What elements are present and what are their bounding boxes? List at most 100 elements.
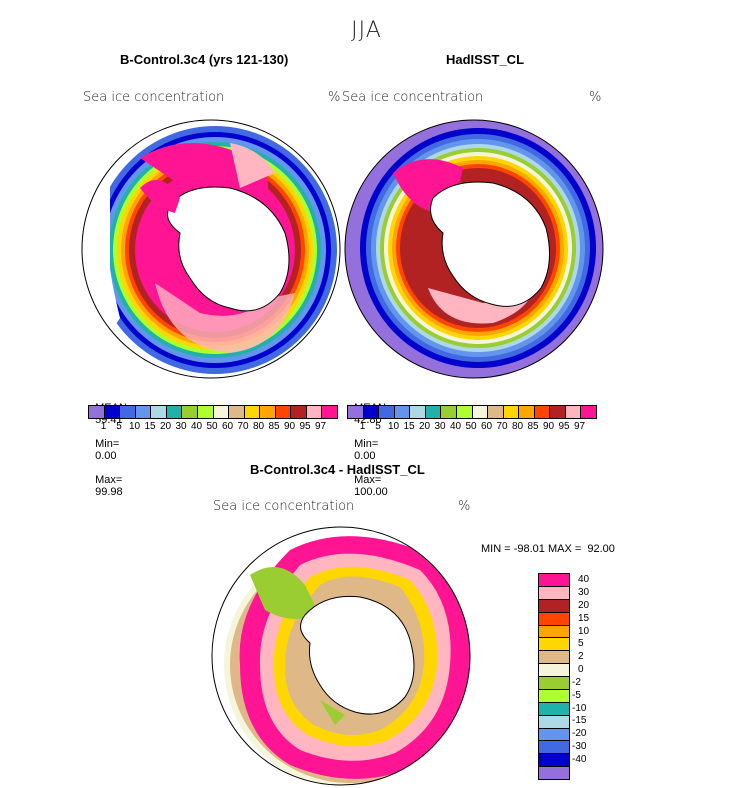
- panel-1-variable: Sea ice concentration: [83, 90, 225, 105]
- colorbar-swatch: [472, 406, 489, 418]
- colorbar-swatch: [229, 406, 245, 418]
- colorbar-tick-label: 5: [578, 638, 584, 650]
- panel-2-max-label: Max=: [354, 474, 382, 486]
- colorbar-tick-label: 95: [299, 421, 311, 432]
- colorbar-tick-label: 1: [359, 421, 366, 432]
- colorbar-tick-label: -40: [572, 753, 587, 765]
- colorbar-tick-label: 60: [480, 421, 493, 432]
- diff-minmax: MIN = -98.01 MAX = 92.00: [481, 543, 615, 555]
- colorbar-tick-label: 15: [578, 612, 590, 624]
- colorbar-tick-label: 1: [100, 421, 107, 432]
- panel-2-title: HadISST_CL: [446, 52, 525, 67]
- colorbar-swatch: [166, 406, 183, 418]
- colorbar-tick-label: 40: [449, 421, 462, 432]
- map-difference: [211, 526, 471, 786]
- colorbar-tick-label: -10: [572, 702, 587, 714]
- colorbar-tick-label: 20: [159, 421, 172, 432]
- colorbar-tick-label: 80: [252, 421, 265, 432]
- colorbar-tick-label: 15: [144, 421, 156, 432]
- colorbar-swatch: [581, 406, 596, 418]
- colorbar-difference: [538, 573, 570, 780]
- colorbar-tick-label: 10: [128, 421, 141, 432]
- colorbar-swatch: [534, 406, 551, 418]
- colorbar-tick-label: 95: [558, 421, 570, 432]
- colorbar-swatch: [89, 406, 105, 418]
- colorbar-tick-label: 2: [578, 651, 584, 663]
- colorbar-swatch: [322, 406, 337, 418]
- colorbar-tick-label: 20: [418, 421, 431, 432]
- colorbar-tick-label: -20: [572, 728, 587, 740]
- page-title: JJA: [351, 18, 382, 43]
- panel-1-units: %: [328, 90, 341, 105]
- colorbar-swatch: [539, 664, 569, 677]
- colorbar-swatch: [503, 406, 520, 418]
- colorbar-swatch: [244, 406, 261, 418]
- colorbar-swatch: [539, 612, 569, 626]
- panel-2-min: 0.00: [354, 450, 376, 462]
- panel-1-min-label: Min=: [95, 438, 120, 450]
- colorbar-swatch: [213, 406, 230, 418]
- colorbar-tick-label: 0: [578, 664, 584, 676]
- colorbar-swatch: [539, 689, 569, 703]
- colorbar-tick-label: 10: [387, 421, 400, 432]
- colorbar-swatch: [363, 406, 380, 418]
- colorbar-swatch: [565, 406, 582, 418]
- colorbar-tick-label: 5: [116, 421, 122, 432]
- colorbar-swatch: [539, 754, 569, 768]
- colorbar-swatch: [539, 728, 569, 742]
- colorbar-tick-label: 30: [578, 587, 590, 599]
- colorbar-swatch: [291, 406, 307, 418]
- colorbar-swatch: [539, 741, 569, 755]
- colorbar-tick-label: 70: [237, 421, 249, 432]
- panel-2-units: %: [589, 90, 602, 105]
- colorbar-swatch: [151, 406, 167, 418]
- colorbar-swatch: [539, 767, 569, 779]
- colorbar-tick-label: 40: [190, 421, 203, 432]
- diff-variable: Sea ice concentration: [213, 499, 355, 514]
- colorbar-swatch: [441, 406, 457, 418]
- colorbar-swatch: [260, 406, 276, 418]
- colorbar-swatch: [488, 406, 504, 418]
- colorbar-swatch: [456, 406, 473, 418]
- colorbar-tick-label: 15: [403, 421, 415, 432]
- colorbar-tick-label: -2: [572, 676, 581, 688]
- panel-1-max: 99.98: [95, 486, 123, 498]
- colorbar-tick-label: 70: [496, 421, 508, 432]
- colorbar-swatch: [539, 677, 569, 690]
- colorbar-tick-label: 90: [283, 421, 296, 432]
- colorbar-top-right-labels: 1 5 10 15 20 30 40 50 60 70 80 85 90 95 97: [347, 421, 595, 433]
- colorbar-swatch: [539, 586, 569, 600]
- panel-1-max-label: Max=: [95, 474, 123, 486]
- colorbar-tick-label: 50: [206, 421, 218, 432]
- colorbar-swatch: [135, 406, 152, 418]
- colorbar-swatch: [306, 406, 323, 418]
- colorbar-swatch: [539, 574, 569, 587]
- colorbar-tick-label: 30: [175, 421, 187, 432]
- colorbar-tick-label: 10: [578, 625, 590, 637]
- colorbar-swatch: [550, 406, 566, 418]
- colorbar-swatch: [539, 625, 569, 639]
- colorbar-tick-label: 40: [578, 574, 590, 586]
- panel-2-variable: Sea ice concentration: [342, 90, 484, 105]
- diff-title: B-Control.3c4 - HadISST_CL: [250, 462, 425, 477]
- colorbar-swatch: [394, 406, 411, 418]
- colorbar-tick-label: 80: [511, 421, 524, 432]
- colorbar-tick-label: 20: [578, 600, 590, 612]
- panel-1-title: B-Control.3c4 (yrs 121-130): [120, 52, 289, 67]
- colorbar-tick-label: 85: [268, 421, 280, 432]
- colorbar-swatch: [539, 651, 569, 665]
- colorbar-top-left-labels: 1 5 10 15 20 30 40 50 60 70 80 85 90 95 97: [88, 421, 336, 433]
- colorbar-swatch: [425, 406, 442, 418]
- colorbar-tick-label: 60: [221, 421, 234, 432]
- colorbar-swatch: [539, 599, 569, 613]
- panel-1-min: 0.00: [95, 450, 117, 462]
- panel-2-min-label: Min=: [354, 438, 379, 450]
- colorbar-swatch: [275, 406, 292, 418]
- colorbar-difference-labels: 40 30 20 15 10 5 2 0 -2 -5 -10 -15 -20 -30 -40: [572, 573, 622, 778]
- colorbar-tick-label: 97: [573, 421, 586, 432]
- colorbar-swatch: [197, 406, 214, 418]
- colorbar-tick-label: 50: [465, 421, 477, 432]
- colorbar-swatch: [539, 638, 569, 652]
- colorbar-swatch: [120, 406, 136, 418]
- colorbar-swatch: [410, 406, 426, 418]
